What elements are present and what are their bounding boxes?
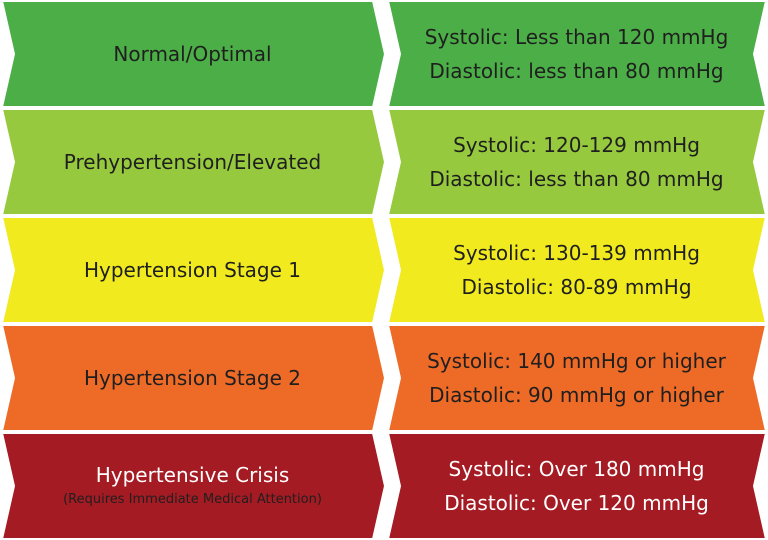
row-elevated: Prehypertension/Elevated Systolic: 120-1… — [0, 108, 768, 216]
category-label: Prehypertension/Elevated — [63, 150, 322, 174]
category-shape-stage-2 — [0, 324, 385, 432]
diastolic-range: Diastolic: Over 120 mmHg — [444, 491, 709, 515]
range-shape-stage-2 — [386, 324, 768, 432]
category-label: Normal/Optimal — [113, 42, 272, 66]
range-shape-crisis — [386, 432, 768, 540]
diastolic-range: Diastolic: 80-89 mmHg — [461, 275, 692, 299]
row-stage-1: Hypertension Stage 1 Systolic: 130-139 m… — [0, 216, 768, 324]
category-shape-stage-1 — [0, 216, 385, 324]
systolic-range: Systolic: 120-129 mmHg — [453, 133, 700, 157]
category-tile-stage-1: Hypertension Stage 1 — [0, 216, 385, 324]
systolic-range: Systolic: Over 180 mmHg — [448, 457, 705, 481]
systolic-range: Systolic: 130-139 mmHg — [453, 241, 700, 265]
diastolic-range: Diastolic: 90 mmHg or higher — [429, 383, 724, 407]
systolic-range: Systolic: 140 mmHg or higher — [427, 349, 726, 373]
category-note: (Requires Immediate Medical Attention) — [63, 492, 322, 507]
category-tile-normal: Normal/Optimal — [0, 0, 385, 108]
diastolic-range: Diastolic: less than 80 mmHg — [429, 59, 724, 83]
row-normal: Normal/Optimal Systolic: Less than 120 m… — [0, 0, 768, 108]
category-tile-crisis: Hypertensive Crisis (Requires Immediate … — [0, 432, 385, 540]
range-tile-elevated: Systolic: 120-129 mmHg Diastolic: less t… — [385, 108, 768, 216]
range-tile-crisis: Systolic: Over 180 mmHg Diastolic: Over … — [385, 432, 768, 540]
category-tile-stage-2: Hypertension Stage 2 — [0, 324, 385, 432]
range-shape-elevated — [386, 108, 768, 216]
category-label: Hypertension Stage 1 — [83, 258, 302, 282]
category-tile-elevated: Prehypertension/Elevated — [0, 108, 385, 216]
range-tile-stage-2: Systolic: 140 mmHg or higher Diastolic: … — [385, 324, 768, 432]
range-shape-normal — [386, 0, 768, 108]
range-shape-stage-1 — [386, 216, 768, 324]
diastolic-range: Diastolic: less than 80 mmHg — [429, 167, 724, 191]
category-shape-crisis — [0, 432, 385, 540]
category-shape-normal — [0, 0, 385, 108]
range-tile-stage-1: Systolic: 130-139 mmHg Diastolic: 80-89 … — [385, 216, 768, 324]
row-stage-2: Hypertension Stage 2 Systolic: 140 mmHg … — [0, 324, 768, 432]
category-label: Hypertensive Crisis — [95, 463, 290, 487]
range-tile-normal: Systolic: Less than 120 mmHg Diastolic: … — [385, 0, 768, 108]
row-crisis: Hypertensive Crisis (Requires Immediate … — [0, 432, 768, 540]
category-label: Hypertension Stage 2 — [83, 366, 302, 390]
systolic-range: Systolic: Less than 120 mmHg — [424, 25, 729, 49]
category-shape-elevated — [0, 108, 385, 216]
